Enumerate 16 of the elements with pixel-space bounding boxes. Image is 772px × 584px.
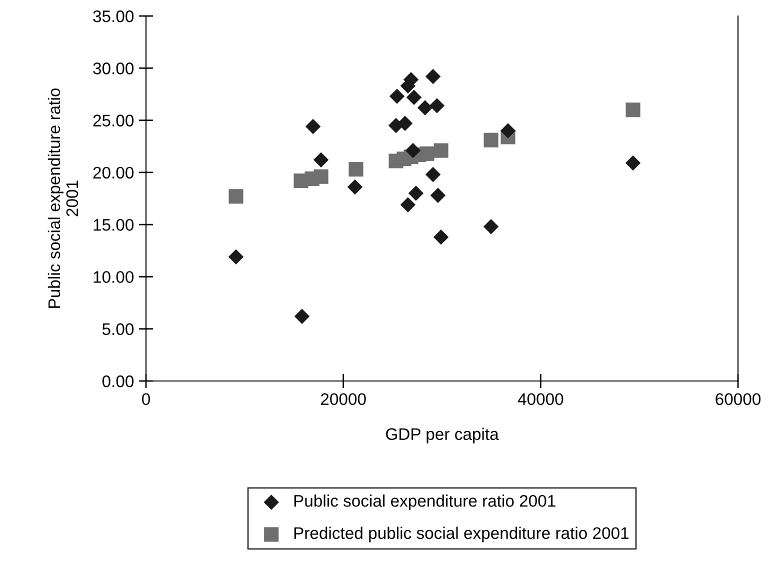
legend-label: Predicted public social expenditure ratio 2001 [294, 526, 629, 542]
y-tick-label: 20.00 [93, 166, 134, 179]
x-tick-label: 40000 [518, 393, 564, 406]
y-tick-label: 25.00 [93, 114, 134, 126]
y-tick-label: 0.00 [102, 375, 134, 388]
y-axis-title: Public social expenditure ratio 2001 [48, 88, 78, 308]
x-tick-label: 0 [142, 393, 150, 406]
legend-label: Public social expenditure ratio 2001 [294, 494, 556, 510]
y-tick-label: 10.00 [94, 271, 134, 283]
y-tick-label: 15.00 [94, 218, 134, 231]
y-tick-label: 5.00 [102, 323, 134, 336]
x-axis-title: GDP per capita [386, 428, 499, 444]
y-tick-label: 30.00 [93, 62, 134, 74]
x-tick-label: 20000 [321, 393, 366, 406]
y-tick-label: 35.00 [93, 10, 134, 22]
x-tick-label: 60000 [716, 393, 761, 406]
